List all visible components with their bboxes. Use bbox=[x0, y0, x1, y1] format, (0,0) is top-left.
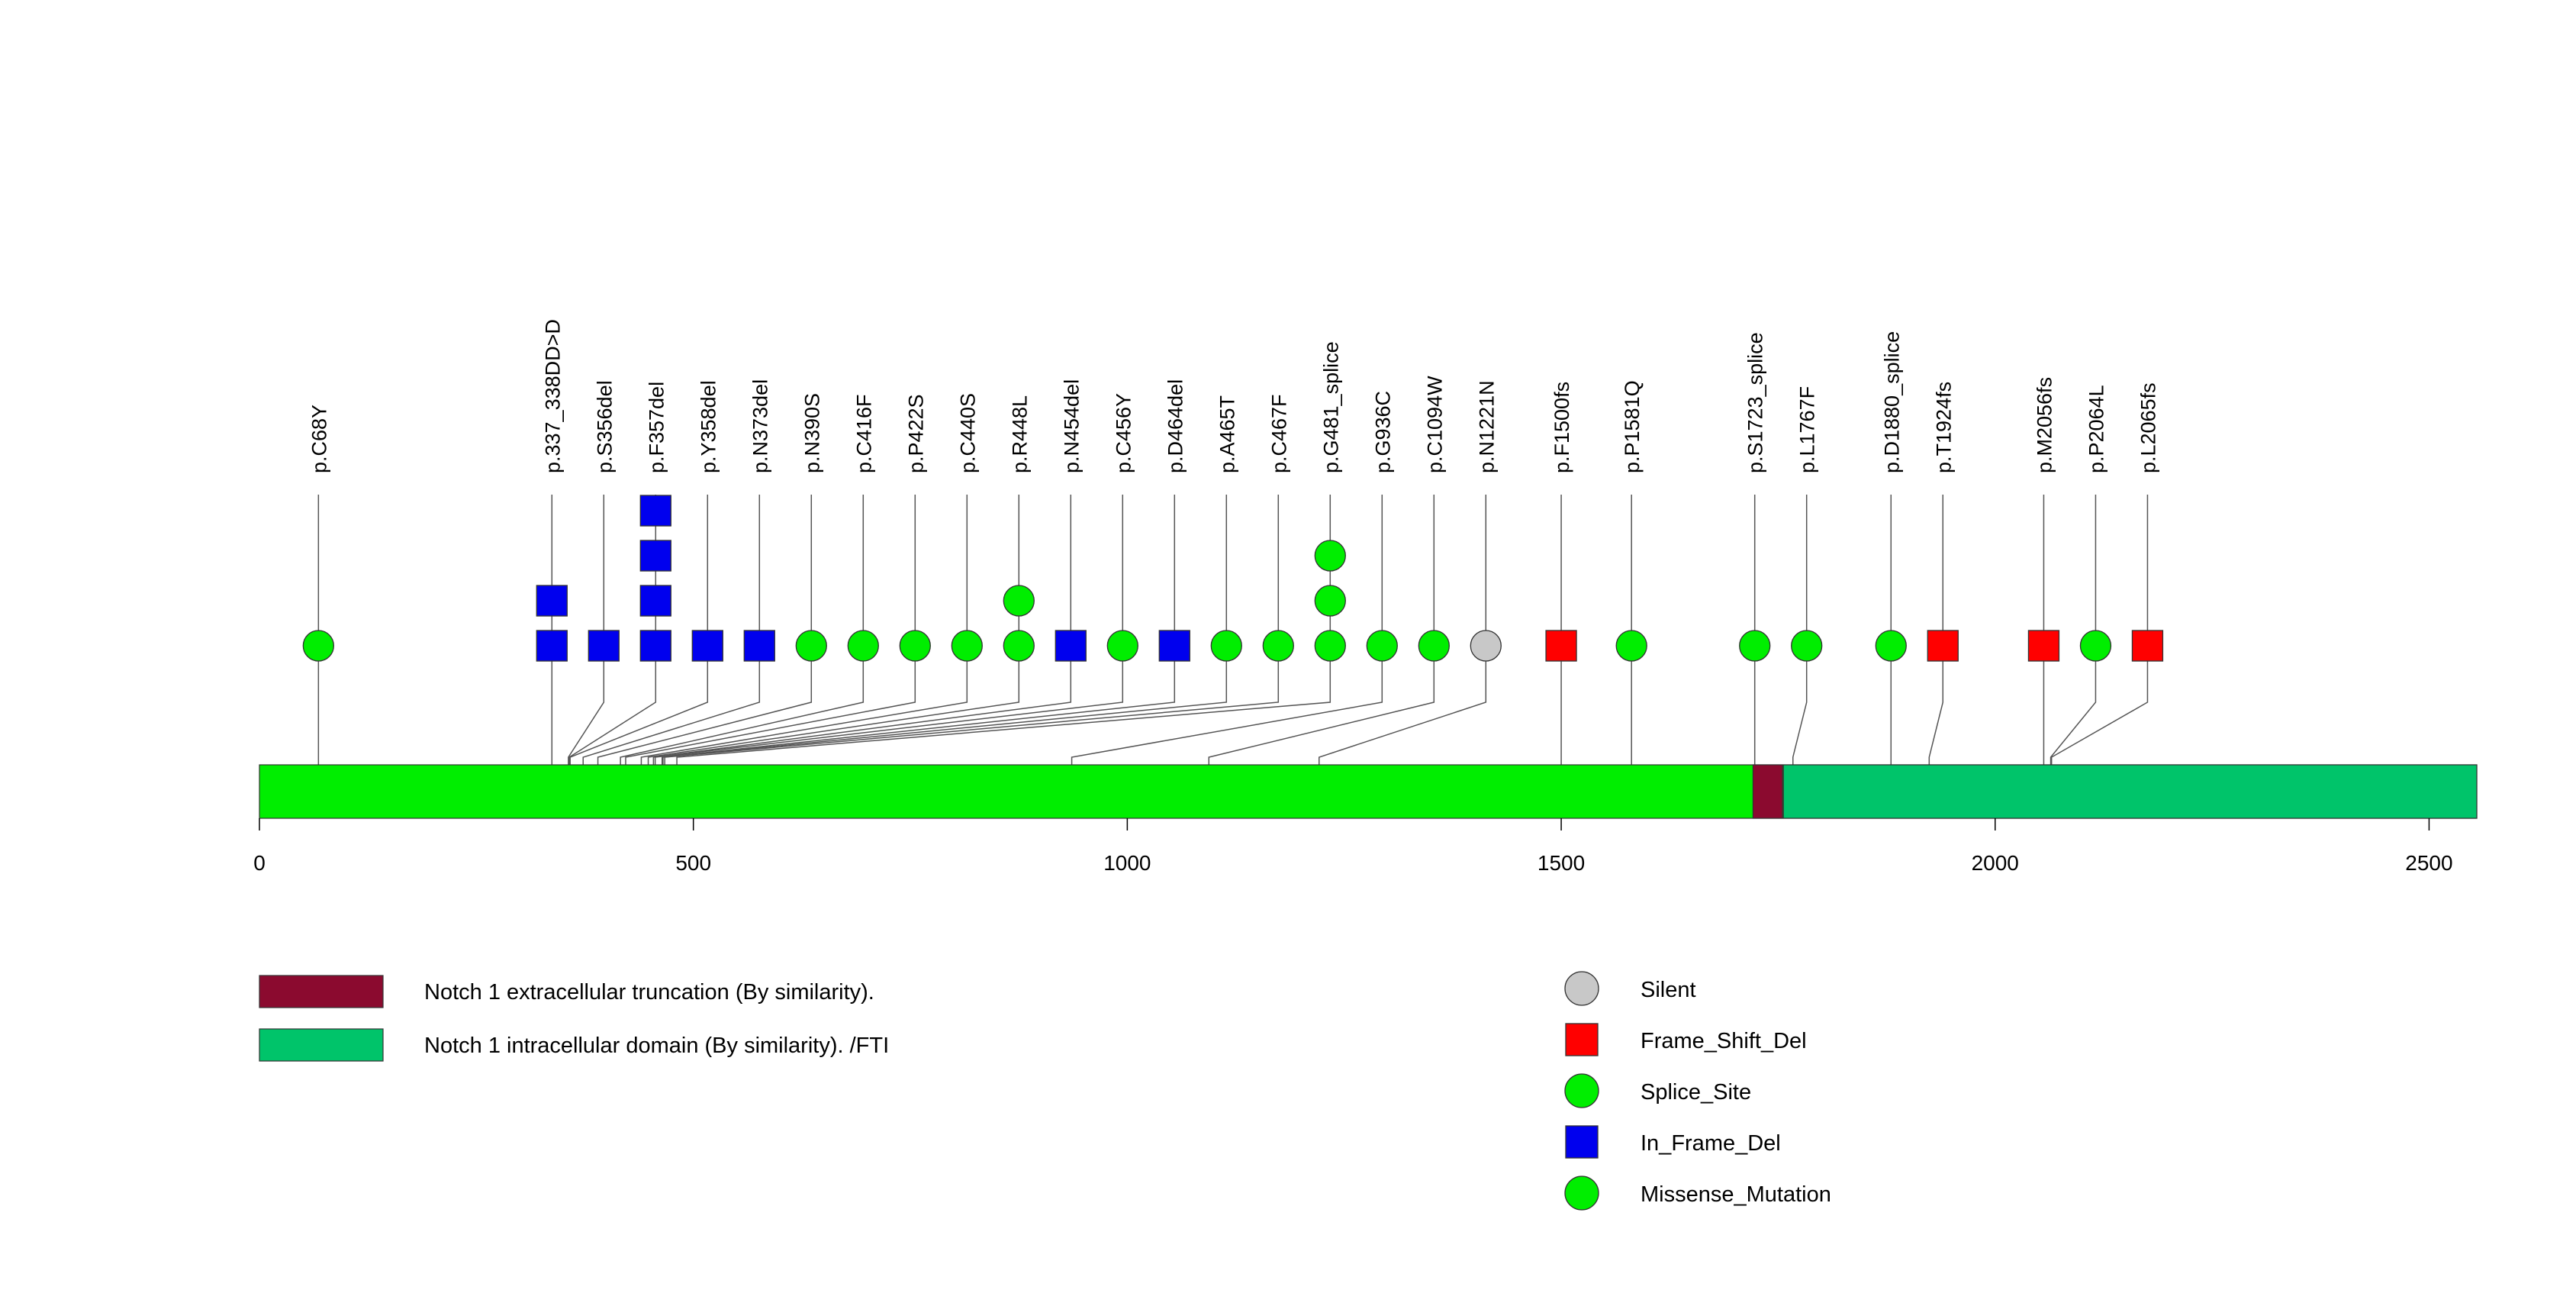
marker-p-c467f-1 bbox=[1262, 630, 1294, 662]
marker-p-n390s-1 bbox=[795, 630, 827, 662]
domain-legend: Notch 1 extracellular truncation (By sim… bbox=[259, 975, 889, 1062]
marker-p-g481-splice-3 bbox=[1314, 540, 1346, 572]
legend-label-in-frame-del: In_Frame_Del bbox=[1641, 1131, 1781, 1156]
marker-p-f357del-2 bbox=[639, 585, 671, 617]
label-p-n454del: p.N454del bbox=[1060, 379, 1083, 473]
label-p-s356del: p.S356del bbox=[593, 380, 616, 473]
marker-p-n1221n-1 bbox=[1470, 630, 1502, 662]
label-p-c1094w: p.C1094W bbox=[1423, 376, 1446, 473]
marker-p-t1924fs-1 bbox=[1927, 630, 1959, 662]
label-p-l2065fs: p.L2065fs bbox=[2136, 382, 2159, 473]
marker-p-p422s-1 bbox=[899, 630, 931, 662]
marker-p-l2065fs-1 bbox=[2131, 630, 2164, 662]
legend-label-missense-mutation: Missense_Mutation bbox=[1641, 1182, 1831, 1207]
label-p-t1924fs: p.T1924fs bbox=[1932, 382, 1955, 473]
marker-p-s356del-1 bbox=[588, 630, 620, 662]
marker-p-f357del-1 bbox=[639, 630, 671, 662]
legend-swatch-splice-site bbox=[1564, 1073, 1599, 1108]
x-tick-label-1000: 1000 bbox=[1103, 851, 1151, 875]
marker-p-r448l-2 bbox=[1003, 585, 1035, 617]
marker-p-g481-splice-2 bbox=[1314, 585, 1346, 617]
domain-legend-swatch-2 bbox=[259, 1028, 384, 1062]
x-tick-label-2500: 2500 bbox=[2405, 851, 2452, 875]
domain-legend-swatch-1 bbox=[259, 975, 384, 1008]
label-p-y358del: p.Y358del bbox=[697, 380, 720, 473]
marker-p-n373del-1 bbox=[743, 630, 775, 662]
mutation-markers bbox=[302, 495, 2164, 662]
marker-p-c416f-1 bbox=[847, 630, 879, 662]
marker-p-c456y-1 bbox=[1106, 630, 1138, 662]
label-p-p1581q: p.P1581Q bbox=[1621, 380, 1644, 473]
marker-p-c440s-1 bbox=[951, 630, 983, 662]
marker-p-g936c-1 bbox=[1366, 630, 1398, 662]
label-p-p2064l: p.P2064L bbox=[2085, 385, 2107, 473]
x-tick-label-1500: 1500 bbox=[1538, 851, 1585, 875]
marker-p-p1581q-1 bbox=[1615, 630, 1647, 662]
x-axis: 0 500 1000 1500 2000 2500 bbox=[253, 818, 2453, 875]
domain-bar-1 bbox=[1752, 764, 1783, 819]
mutation-labels: p.C68Y p.337_338DD>D p.S356del p.F357del p.Y… bbox=[308, 319, 2159, 473]
label-p-g481-splice: p.G481_splice bbox=[1319, 341, 1342, 473]
mutation-type-legend: Silent Frame_Shift_Del Splice_Site In_Frame… bbox=[1564, 971, 1831, 1211]
legend-label-frame-shift-del: Frame_Shift_Del bbox=[1641, 1029, 1807, 1053]
label-p-c456y: p.C456Y bbox=[1112, 393, 1135, 473]
legend-swatch-silent bbox=[1564, 971, 1599, 1006]
domain-legend-label-2: Notch 1 intracellular domain (By similar… bbox=[424, 1034, 889, 1058]
label-p-a465t: p.A465T bbox=[1216, 395, 1238, 473]
legend-swatch-in-frame-del bbox=[1565, 1125, 1599, 1159]
label-p-f357del: p.F357del bbox=[645, 382, 668, 473]
label-p-337-338dd-d: p.337_338DD>D bbox=[541, 319, 564, 473]
marker-p-d464del-1 bbox=[1158, 630, 1190, 662]
marker-p-n454del-1 bbox=[1055, 630, 1087, 662]
marker-p-c68y-1 bbox=[302, 630, 334, 662]
label-p-r448l: p.R448L bbox=[1008, 395, 1031, 473]
label-p-n390s: p.N390S bbox=[800, 393, 823, 473]
x-tick-label-2000: 2000 bbox=[1972, 851, 2019, 875]
label-p-d464del: p.D464del bbox=[1164, 379, 1187, 473]
label-p-d1880-splice: p.D1880_splice bbox=[1880, 331, 1903, 473]
protein-track bbox=[259, 764, 2478, 819]
marker-p-m2056fs-1 bbox=[2027, 630, 2060, 662]
marker-p-f357del-3 bbox=[639, 540, 671, 572]
label-p-c416f: p.C416F bbox=[852, 394, 875, 473]
legend-label-splice-site: Splice_Site bbox=[1641, 1080, 1751, 1105]
marker-p-r448l-1 bbox=[1003, 630, 1035, 662]
marker-p-337-338dd-d-1 bbox=[536, 630, 568, 662]
label-p-f1500fs: p.F1500fs bbox=[1550, 382, 1573, 473]
marker-p-c1094w-1 bbox=[1418, 630, 1450, 662]
label-p-c467f: p.C467F bbox=[1267, 394, 1290, 473]
domain-legend-label-1: Notch 1 extracellular truncation (By sim… bbox=[424, 980, 874, 1005]
label-p-n1221n: p.N1221N bbox=[1475, 380, 1498, 473]
marker-p-d1880-splice-1 bbox=[1875, 630, 1907, 662]
legend-swatch-missense-mutation bbox=[1564, 1176, 1599, 1211]
legend-swatch-frame-shift-del bbox=[1565, 1023, 1599, 1056]
marker-p-g481-splice-1 bbox=[1314, 630, 1346, 662]
label-p-l1767f: p.L1767F bbox=[1796, 386, 1819, 473]
domain-bar-2 bbox=[1782, 764, 2478, 819]
marker-p-f357del-4 bbox=[639, 495, 671, 527]
label-p-m2056fs: p.M2056fs bbox=[2033, 377, 2056, 473]
marker-p-f1500fs-1 bbox=[1545, 630, 1577, 662]
marker-p-y358del-1 bbox=[691, 630, 723, 662]
label-p-p422s: p.P422S bbox=[904, 394, 927, 473]
x-tick-label-0: 0 bbox=[253, 851, 266, 875]
marker-p-s1723-splice-1 bbox=[1739, 630, 1771, 662]
label-p-n373del: p.N373del bbox=[749, 379, 771, 473]
label-p-g936c: p.G936C bbox=[1371, 391, 1394, 473]
x-tick-label-500: 500 bbox=[675, 851, 711, 875]
marker-p-a465t-1 bbox=[1210, 630, 1242, 662]
legend-label-silent: Silent bbox=[1641, 978, 1696, 1002]
label-p-s1723-splice: p.S1723_splice bbox=[1744, 332, 1767, 473]
label-p-c68y: p.C68Y bbox=[308, 405, 330, 473]
marker-p-l1767f-1 bbox=[1791, 630, 1823, 662]
marker-p-337-338dd-d-2 bbox=[536, 585, 568, 617]
label-p-c440s: p.C440S bbox=[956, 393, 979, 473]
marker-p-p2064l-1 bbox=[2079, 630, 2112, 662]
